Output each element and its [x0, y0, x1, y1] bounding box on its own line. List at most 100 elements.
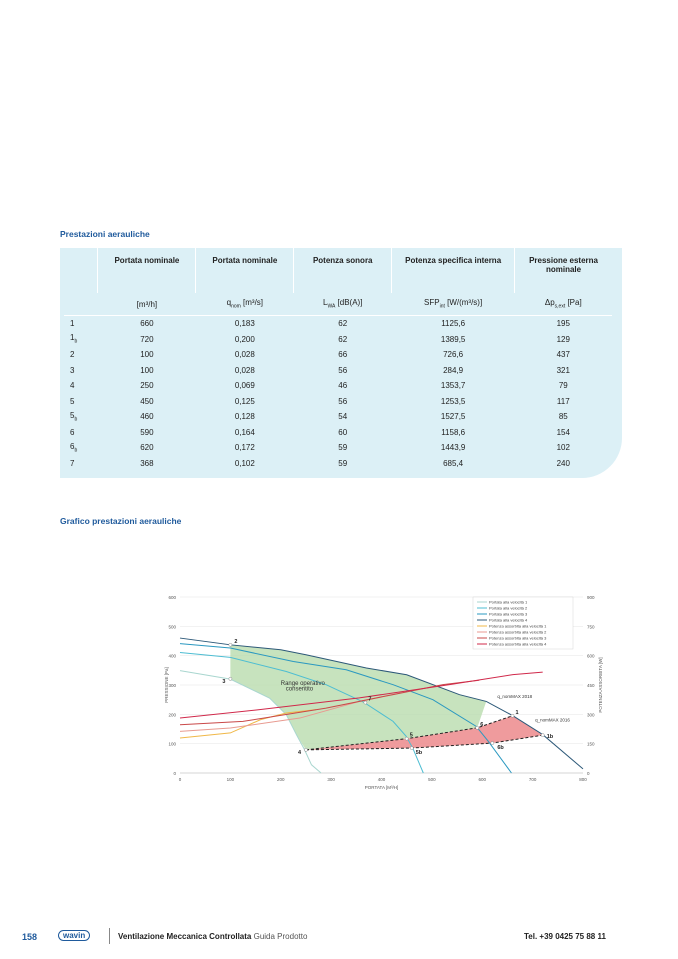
series-line-3 [179, 643, 512, 774]
table-cell: 0,172 [234, 443, 255, 453]
dashed-limit-line [305, 734, 543, 751]
table-cell: 66 [338, 350, 348, 360]
divider [109, 928, 110, 944]
table-cell: 284,9 [443, 365, 464, 375]
operating-point-label: 7 [368, 697, 371, 703]
operating-point-marker [404, 736, 409, 741]
legend-label: Portata alla velocità 1 [489, 600, 528, 605]
operating-point-marker [304, 747, 308, 752]
table-cell: 450 [140, 396, 154, 406]
unit-cell: [m³/h] [97, 293, 196, 316]
y-tick-label: 600 [168, 595, 176, 600]
x-tick-label: 400 [378, 777, 386, 782]
table-cell: 129 [556, 334, 570, 344]
table-cell: 6 [70, 427, 75, 437]
y2-tick-label: 600 [587, 654, 595, 659]
x-tick-label: 0 [179, 777, 182, 782]
series-line-8 [179, 671, 543, 719]
table-cell: 437 [556, 350, 570, 360]
table-cell: 1125,6 [441, 319, 466, 329]
table-cell: 46 [338, 381, 348, 391]
y2-tick-label: 450 [587, 683, 595, 688]
unit-cell: Δps,ext [Pa] [514, 293, 612, 316]
table-cell: 1353,7 [440, 381, 466, 391]
x-tick-label: 100 [227, 777, 235, 782]
table-cell: 59 [338, 458, 348, 468]
legend-label: Portata alla velocità 4 [489, 618, 528, 623]
y-tick-label: 300 [168, 683, 176, 688]
x-axis-label: PORTATA [M³/H] [365, 785, 398, 790]
operating-point-label: 1 [515, 710, 518, 716]
table-cell: 1443,9 [440, 443, 466, 453]
operating-point-marker [475, 725, 480, 730]
operating-point-label: 5 [410, 733, 413, 739]
series-line-5 [179, 709, 317, 739]
table-cell: 720 [140, 334, 154, 344]
operating-point-label: 5b [416, 750, 423, 756]
table-cell: 0,125 [234, 396, 255, 406]
table-cell: 5b [70, 410, 78, 423]
table-cell: 56 [338, 396, 348, 406]
series-line-4 [179, 637, 584, 770]
table-row: 5b 460 0,128 54 1527,5 85 [64, 409, 612, 425]
table-cell: 1b [70, 333, 78, 346]
section-title-chart: Grafico prestazioni aerauliche [60, 516, 182, 526]
table-cell: 56 [338, 365, 348, 375]
table-cell: 7 [70, 458, 75, 468]
table-cell: 85 [558, 412, 568, 422]
legend-label: Portata alla velocità 3 [489, 612, 528, 617]
table-cell: 1527,5 [440, 412, 466, 422]
table-row: 3 100 0,028 56 284,9 321 [64, 363, 612, 379]
table-cell: 1158,6 [441, 427, 466, 437]
x-tick-label: 300 [327, 777, 335, 782]
table-cell: 0,164 [234, 427, 255, 437]
table-row: 1 660 0,183 62 1125,6 195 [64, 316, 612, 332]
dashed-limit-line [305, 715, 513, 751]
operating-point-marker [363, 700, 368, 705]
table-cell: 250 [140, 381, 154, 391]
table-row: 1b 720 0,200 62 1389,5 129 [64, 332, 612, 348]
performance-chart: 0 100 200 300 400 500 600 0 150 300 450 600 750 900 0 1… [164, 595, 603, 790]
operating-point-marker [510, 713, 515, 718]
unit-cell: qnom [m³/s] [195, 293, 294, 316]
doc-subtitle: Guida Prodotto [253, 932, 308, 941]
table-cell: 5 [70, 396, 75, 406]
table-cell: 0,128 [234, 412, 255, 422]
y-axis-label: PRESSIONE [Pa] [164, 667, 169, 703]
x-tick-label: 600 [478, 777, 486, 782]
x-tick-label: 800 [579, 777, 587, 782]
performance-table: Portata nominale Portata nominale Potenza … [60, 248, 622, 478]
extended-range-area [305, 715, 543, 750]
table-cell: 60 [338, 427, 348, 437]
phone: Tel. +39 0425 75 88 11 [524, 932, 606, 941]
qmax-2016-label: q_nomMAX 2016 [535, 718, 570, 723]
table-cell: 62 [338, 334, 348, 344]
x-tick-label: 700 [529, 777, 537, 782]
column-header: Portata nominale [195, 248, 294, 293]
operating-range-area [230, 644, 487, 750]
column-header: Potenza sonora [293, 248, 392, 293]
y-tick-label: 100 [168, 742, 176, 747]
table-cell: 100 [140, 350, 154, 360]
legend-label: Portata alla velocità 2 [489, 606, 528, 611]
x-tick-label: 500 [428, 777, 436, 782]
operating-point-label: 6b [497, 745, 504, 751]
table-cell: 2 [70, 350, 75, 360]
legend-label: Potenza assorbita alla velocità 4 [489, 642, 547, 647]
column-header: Pressione esterna nominale [514, 248, 612, 293]
operating-point-marker [490, 741, 495, 745]
operating-point-label: 6 [480, 722, 483, 728]
table-cell: 321 [556, 365, 570, 375]
range-label-2: consentito [286, 686, 314, 692]
series-line-1 [179, 670, 322, 774]
y2-tick-label: 150 [587, 742, 595, 747]
page-number: 158 [22, 932, 38, 942]
y2-axis-label: POTENZA ASSORBITA [W] [598, 657, 603, 712]
legend-label: Potenza assorbita alla velocità 1 [489, 624, 547, 629]
table-cell: 1 [70, 319, 75, 329]
series-line-2 [179, 651, 424, 774]
table-cell: 195 [556, 319, 570, 329]
y-tick-label: 500 [168, 624, 176, 629]
table-cell: 6b [70, 441, 78, 454]
